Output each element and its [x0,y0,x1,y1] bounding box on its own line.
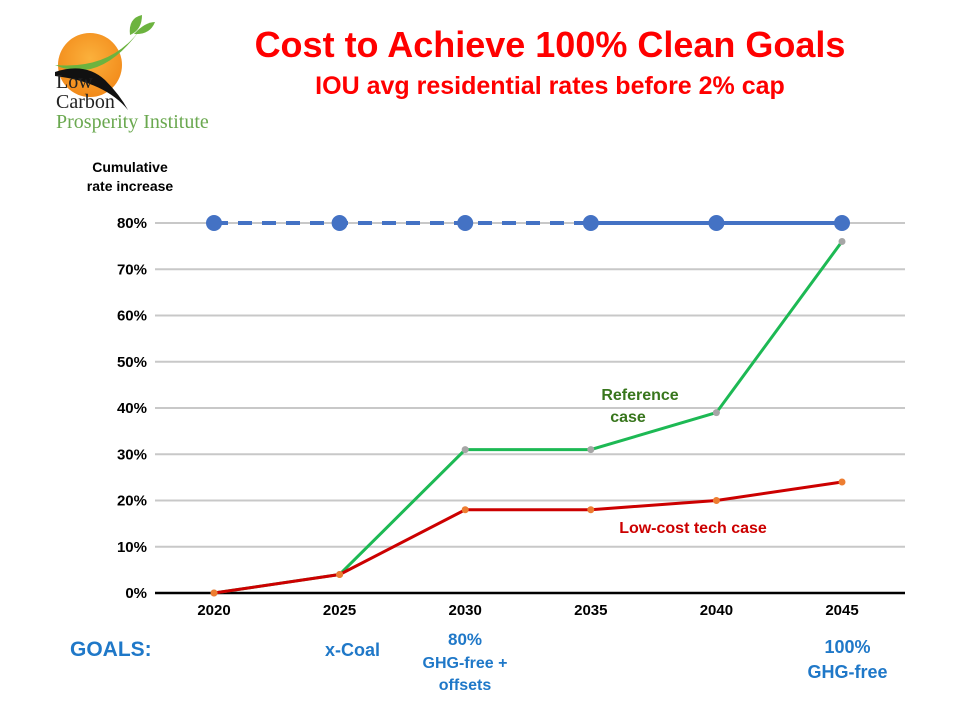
cap-point [834,215,850,231]
low-cost-case-label: Low-cost tech case [619,520,767,537]
cap-point [206,215,222,231]
goals-label: GOALS: [70,638,152,661]
reference-case-line [213,240,844,595]
chart-title: Cost to Achieve 100% Clean Goals [254,24,846,65]
x-tick-label: 2030 [449,602,482,619]
y-tick-label: 50% [117,354,147,371]
cap-point [331,215,348,231]
logo: Low Carbon Prosperity Institute [50,10,230,135]
reference-point [838,238,846,245]
low-cost-point [838,478,846,486]
goal-2025: x-Coal [324,640,380,660]
y-tick-label: 40% [117,400,147,417]
y-axis-label: Cumulative rate increase [86,159,174,194]
y-tick-label: 80% [117,215,147,232]
x-tick-label: 2020 [197,602,230,619]
y-tick-label: 70% [117,261,147,278]
y-tick-label: 30% [117,446,147,463]
logo-sun-leaf-icon [55,15,155,110]
goal-2045-text: GHG-free [807,662,888,682]
low-cost-case-line [213,480,843,595]
low-cost-point [210,589,218,597]
reference-case-label: Reference case [601,387,678,426]
y-tick-label: 20% [117,493,147,510]
x-tick-label: 2040 [700,602,733,619]
low-cost-point [712,497,720,504]
cap-point [708,215,725,231]
y-tick-label: 60% [117,308,147,325]
cap-point [582,215,599,231]
x-tick-label: 2035 [574,602,607,619]
goal-2045-pct: 100% [824,637,871,657]
goal-2030-text: GHG-free + [422,655,508,672]
logo-text: Low [56,71,93,93]
y-tick-label: 10% [117,539,147,556]
x-tick-label: 2025 [323,602,356,619]
low-cost-point [587,506,595,514]
goal-2030-text2: offsets [438,677,492,694]
reference-point [461,446,469,454]
low-cost-point [461,506,469,514]
logo-text: Carbon [56,91,115,113]
y-tick-label: 0% [125,585,147,602]
x-tick-label: 2045 [825,602,858,619]
cap-point [457,215,474,231]
low-cost-point [336,571,344,578]
chart-subtitle: IOU avg residential rates before 2% cap [315,72,785,100]
reference-point [712,409,720,417]
reference-point [587,446,595,454]
logo-text: Prosperity Institute [56,111,209,133]
goal-2030-pct: 80% [447,630,483,649]
